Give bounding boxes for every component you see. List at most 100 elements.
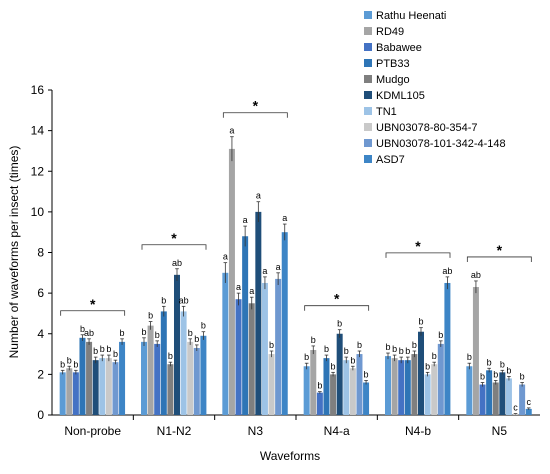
significance-bracket — [466, 256, 532, 262]
significance-letter: a — [262, 266, 267, 276]
legend-swatch — [364, 59, 372, 67]
x-tick-label: N4-a — [324, 424, 350, 438]
significance-letter: a — [249, 286, 254, 296]
bar — [466, 366, 473, 415]
significance-letter: b — [324, 344, 329, 354]
significance-letter: b — [60, 359, 65, 369]
bar — [431, 364, 438, 415]
significance-letter: ab — [84, 328, 94, 338]
bar — [160, 311, 167, 415]
y-axis-label: Number of waveforms per insect (times) — [7, 146, 21, 359]
significance-letter: b — [155, 330, 160, 340]
bar — [79, 337, 86, 415]
bar — [505, 378, 512, 415]
significance-letter: a — [236, 282, 241, 292]
significance-letter: b — [399, 346, 404, 356]
legend-swatch — [364, 43, 372, 51]
x-tick-label: N5 — [492, 424, 508, 438]
significance-letter: b — [344, 346, 349, 356]
bar — [242, 236, 249, 415]
significance-letter: b — [67, 355, 72, 365]
bar — [398, 360, 405, 415]
bar — [66, 368, 73, 415]
legend-label: ASD7 — [376, 154, 405, 166]
legend-swatch — [364, 11, 372, 19]
significance-letter: b — [188, 328, 193, 338]
bar — [228, 148, 235, 415]
significance-star: * — [334, 291, 340, 307]
bar — [356, 354, 363, 415]
bar — [411, 354, 418, 415]
significance-bracket — [222, 112, 288, 118]
significance-letter: c — [513, 403, 518, 413]
significance-letter: a — [276, 262, 281, 272]
significance-letter: a — [229, 126, 234, 136]
bar — [180, 311, 187, 415]
x-tick-label: Non-probe — [64, 424, 121, 438]
legend: Rathu Heenati RD49 Babawee PTB33 Mudgo KDML10… — [364, 10, 506, 166]
significance-letter: b — [385, 342, 390, 352]
bar — [268, 354, 275, 415]
significance-letter: b — [148, 311, 153, 321]
bar — [112, 362, 119, 415]
significance-letter: b — [269, 340, 274, 350]
bars — [59, 136, 532, 415]
bar — [391, 358, 398, 415]
annotations: b b bb abb b bbb*bbbbbababbbb*aaaaaaabaa*bbbb… — [60, 98, 532, 413]
bar — [418, 331, 424, 415]
bar — [323, 358, 330, 415]
bar — [303, 366, 310, 415]
significance-star: * — [253, 98, 259, 114]
significance-letter: b — [106, 344, 111, 354]
x-axis-label: Waveforms — [260, 449, 320, 463]
legend-swatch — [364, 155, 372, 163]
significance-letter: b — [304, 352, 309, 362]
significance-letter: b — [467, 352, 472, 362]
significance-letter: ab — [471, 270, 481, 280]
legend-label: Rathu Heenati — [376, 10, 446, 22]
bar — [174, 274, 180, 415]
significance-letter: b — [331, 361, 336, 371]
significance-star: * — [415, 238, 421, 254]
legend-swatch — [364, 27, 372, 35]
bar — [141, 341, 147, 415]
axes: 0 2 4 6 8 10 12 14 16 Non-probe N1-N2 N3 N4-a N4-b N5 — [31, 83, 540, 438]
significance-letter: b — [364, 369, 369, 379]
significance-letter: b — [337, 319, 342, 329]
bar — [472, 287, 479, 415]
significance-letter: a — [243, 215, 248, 225]
significance-bracket — [385, 252, 451, 258]
bar — [316, 392, 323, 415]
significance-letter: b — [161, 295, 166, 305]
bar — [147, 325, 154, 415]
bar — [193, 347, 200, 415]
bar — [281, 232, 288, 415]
x-tick-label: N4-b — [405, 424, 431, 438]
bar — [200, 335, 207, 415]
significance-letter: b — [392, 344, 397, 354]
legend-swatch — [364, 139, 372, 147]
significance-bracket — [141, 244, 207, 250]
y-tick-label: 16 — [31, 83, 45, 97]
significance-letter: b — [412, 340, 417, 350]
bar — [343, 360, 350, 415]
bar — [519, 384, 526, 415]
significance-letter: a — [223, 252, 228, 262]
significance-letter: b — [120, 328, 125, 338]
bar — [275, 278, 282, 415]
significance-letter: b — [80, 324, 85, 334]
significance-letter: b — [432, 351, 437, 361]
bar — [72, 372, 79, 415]
bar — [119, 341, 126, 415]
y-tick-label: 6 — [37, 286, 44, 300]
bar — [444, 282, 451, 415]
bar — [105, 358, 112, 415]
legend-swatch — [364, 75, 372, 83]
legend-label: Mudgo — [376, 74, 410, 86]
significance-letter: b — [357, 340, 362, 350]
bar — [385, 356, 391, 415]
bar — [479, 384, 486, 415]
significance-letter: b — [93, 346, 98, 356]
y-tick-label: 0 — [37, 408, 44, 422]
